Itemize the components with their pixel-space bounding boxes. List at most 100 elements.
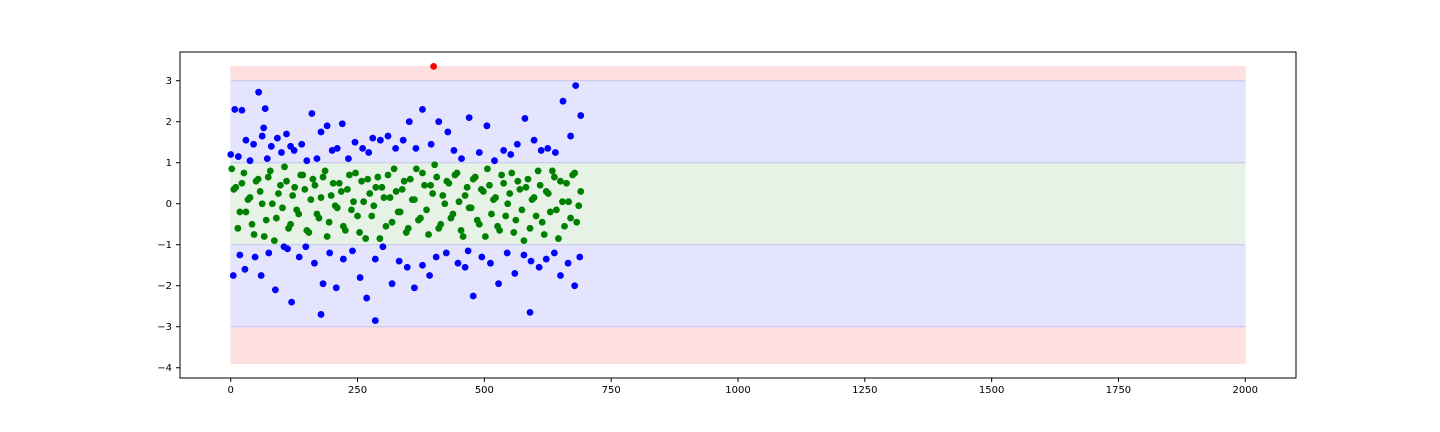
point-s1-166: [550, 173, 558, 181]
point-s1-113: [335, 179, 343, 187]
y-tick-label-5: −2: [157, 281, 172, 292]
point-s0-94: [503, 249, 511, 257]
point-s0-6: [250, 140, 257, 148]
point-s0-49: [513, 140, 521, 148]
point-s1-118: [356, 229, 363, 236]
point-s1-83: [565, 198, 572, 206]
point-s1-169: [563, 179, 570, 187]
point-s1-153: [498, 171, 506, 179]
point-s1-108: [315, 214, 323, 222]
point-s1-30: [350, 198, 357, 206]
point-s0-108: [371, 317, 379, 324]
point-s0-81: [395, 257, 403, 265]
point-s1-97: [270, 237, 278, 245]
point-s1-13: [281, 163, 288, 171]
point-s1-82: [561, 222, 568, 230]
point-s0-64: [265, 249, 273, 257]
y-tick-label-3: 0: [166, 199, 172, 210]
point-s1-142: [453, 169, 461, 177]
x-axis: 0 250 500 750 1000 1250 1500 1750 2000: [228, 378, 1258, 396]
point-s0-37: [419, 106, 426, 113]
point-s0-43: [465, 114, 473, 122]
point-s1-67: [500, 179, 508, 187]
point-s0-80: [388, 280, 396, 288]
point-s1-149: [481, 233, 489, 240]
point-s1-79: [548, 167, 556, 175]
point-s1-98: [275, 190, 282, 197]
point-s1-89: [238, 179, 246, 187]
point-s1-47: [419, 169, 426, 177]
point-s1-95: [262, 216, 270, 224]
point-s0-104: [576, 253, 584, 261]
point-s1-7: [256, 188, 264, 195]
point-s1-137: [433, 173, 441, 181]
point-s0-102: [564, 259, 572, 267]
point-s1-96: [266, 167, 274, 175]
point-s1-92: [250, 231, 258, 238]
point-s0-50: [521, 115, 529, 122]
point-s1-129: [400, 177, 408, 185]
point-s1-135: [425, 231, 432, 238]
point-s0-28: [359, 144, 367, 152]
point-s1-38: [382, 222, 390, 230]
point-s0-59: [229, 272, 237, 279]
point-s0-8: [258, 132, 266, 140]
point-s1-106: [307, 196, 315, 204]
point-s0-31: [376, 136, 384, 144]
y-tick-label-4: −1: [157, 240, 172, 251]
point-s1-50: [431, 161, 439, 169]
x-tick-label-1: 250: [348, 385, 367, 396]
point-s1-24: [325, 218, 333, 226]
point-s1-75: [532, 212, 540, 220]
band-3: [230, 244, 1246, 328]
point-s1-131: [408, 196, 416, 204]
point-s0-63: [257, 272, 265, 279]
point-s1-73: [524, 175, 532, 183]
point-s1-10: [268, 200, 276, 208]
point-s1-9: [264, 173, 272, 181]
point-s0-40: [444, 128, 452, 136]
point-s0-46: [491, 157, 498, 165]
point-s1-150: [486, 181, 493, 189]
point-s0-99: [542, 255, 550, 263]
point-s0-29: [365, 149, 373, 156]
point-s1-146: [469, 175, 477, 183]
point-s0-69: [302, 243, 310, 251]
point-s1-12: [277, 181, 284, 189]
points-layer: [227, 62, 585, 324]
point-s1-160: [526, 224, 534, 232]
point-s0-7: [255, 88, 263, 96]
point-s1-167: [555, 235, 562, 242]
point-s0-62: [251, 253, 259, 261]
point-s1-85: [573, 218, 581, 226]
point-s0-98: [535, 263, 543, 271]
point-s0-105: [260, 124, 268, 132]
point-s0-82: [403, 263, 411, 271]
point-s0-45: [483, 122, 491, 130]
point-s0-5: [246, 157, 254, 165]
point-s0-14: [283, 130, 290, 138]
point-s1-80: [552, 206, 560, 214]
point-s1-115: [344, 185, 351, 193]
point-s1-37: [378, 183, 386, 191]
point-s1-42: [398, 185, 406, 193]
point-s1-11: [272, 214, 280, 222]
y-axis: 3 2 1 0 −1 −2 −3 −4: [157, 76, 180, 374]
point-s1-117: [352, 169, 359, 177]
point-s1-99: [279, 204, 286, 212]
point-s1-158: [518, 206, 526, 214]
point-s0-85: [426, 272, 433, 279]
point-s0-76: [356, 274, 364, 281]
point-s0-48: [507, 151, 515, 158]
point-s0-56: [567, 132, 574, 140]
point-s1-110: [323, 233, 331, 240]
point-s1-29: [346, 171, 353, 179]
point-s1-64: [488, 210, 495, 218]
point-s1-163: [538, 218, 546, 226]
point-s0-84: [419, 261, 426, 269]
point-s1-15: [289, 192, 297, 199]
point-s1-94: [258, 200, 266, 208]
point-s0-2: [234, 153, 242, 160]
point-s0-13: [278, 149, 285, 156]
